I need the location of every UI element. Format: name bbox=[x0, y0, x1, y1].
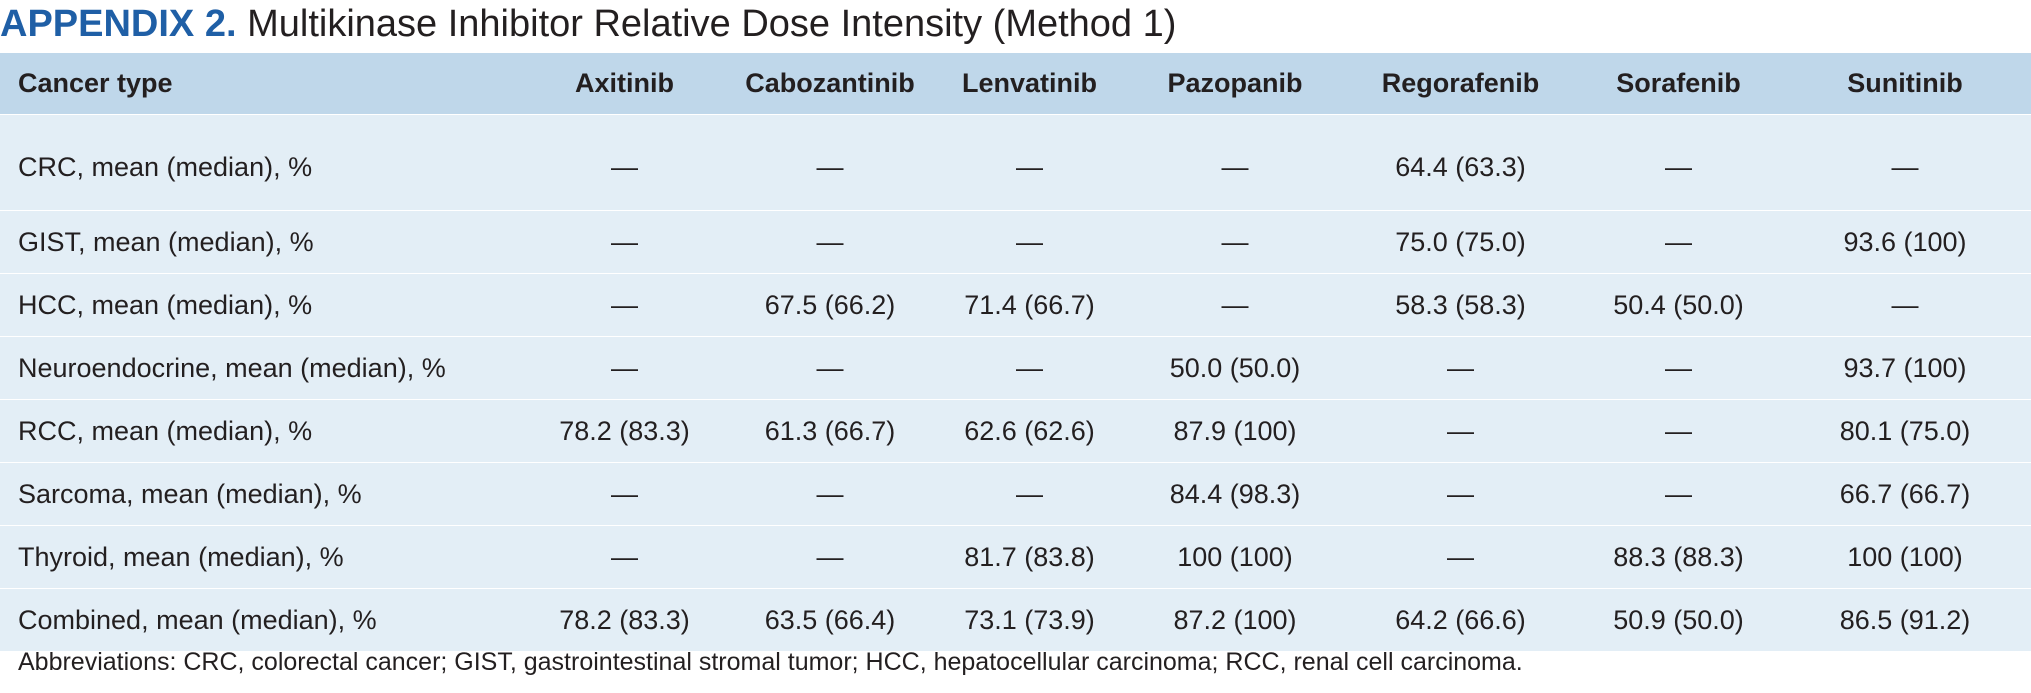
cell: — bbox=[1578, 399, 1779, 463]
cell: 63.5 (66.4) bbox=[728, 588, 932, 652]
cell: — bbox=[1343, 462, 1578, 526]
col-header-cabozantinib: Cabozantinib bbox=[728, 53, 932, 115]
col-header-cancer-type: Cancer type bbox=[0, 53, 521, 115]
title-text: Multikinase Inhibitor Relative Dose Inte… bbox=[247, 3, 1177, 45]
cell: 87.2 (100) bbox=[1127, 588, 1343, 652]
cell: 62.6 (62.6) bbox=[932, 399, 1127, 463]
cell: — bbox=[521, 336, 728, 400]
cell: 66.7 (66.7) bbox=[1779, 462, 2031, 526]
abbreviations-footnote: Abbreviations: CRC, colorectal cancer; G… bbox=[18, 648, 1523, 676]
col-header-sorafenib: Sorafenib bbox=[1578, 53, 1779, 115]
table-row: Thyroid, mean (median), % — — 81.7 (83.8… bbox=[0, 525, 2031, 589]
cell: — bbox=[1578, 210, 1779, 274]
cell: 100 (100) bbox=[1127, 525, 1343, 589]
row-label: GIST, mean (median), % bbox=[0, 210, 521, 274]
cell: — bbox=[1343, 525, 1578, 589]
table-row: GIST, mean (median), % — — — — 75.0 (75.… bbox=[0, 210, 2031, 274]
table-row: Sarcoma, mean (median), % — — — 84.4 (98… bbox=[0, 462, 2031, 526]
cell: 100 (100) bbox=[1779, 525, 2031, 589]
cell: — bbox=[932, 114, 1127, 211]
cell: 81.7 (83.8) bbox=[932, 525, 1127, 589]
col-header-regorafenib: Regorafenib bbox=[1343, 53, 1578, 115]
cell: — bbox=[728, 336, 932, 400]
cell: — bbox=[1779, 273, 2031, 337]
cell: 64.2 (66.6) bbox=[1343, 588, 1578, 652]
table-title: APPENDIX 2. Multikinase Inhibitor Relati… bbox=[0, 0, 2031, 50]
cell: 78.2 (83.3) bbox=[521, 399, 728, 463]
table-row: Combined, mean (median), % 78.2 (83.3) 6… bbox=[0, 588, 2031, 652]
cell: — bbox=[728, 210, 932, 274]
cell: — bbox=[1127, 210, 1343, 274]
row-label: HCC, mean (median), % bbox=[0, 273, 521, 337]
cell: — bbox=[1578, 336, 1779, 400]
cell: 87.9 (100) bbox=[1127, 399, 1343, 463]
cell: 75.0 (75.0) bbox=[1343, 210, 1578, 274]
cell: — bbox=[1343, 399, 1578, 463]
col-header-pazopanib: Pazopanib bbox=[1127, 53, 1343, 115]
appendix-label: APPENDIX 2. bbox=[0, 3, 237, 45]
row-label: Sarcoma, mean (median), % bbox=[0, 462, 521, 526]
cell: — bbox=[932, 336, 1127, 400]
cell: — bbox=[932, 462, 1127, 526]
cell: 88.3 (88.3) bbox=[1578, 525, 1779, 589]
cell: 86.5 (91.2) bbox=[1779, 588, 2031, 652]
cell: 61.3 (66.7) bbox=[728, 399, 932, 463]
cell: 67.5 (66.2) bbox=[728, 273, 932, 337]
row-label: CRC, mean (median), % bbox=[0, 114, 521, 211]
cell: 78.2 (83.3) bbox=[521, 588, 728, 652]
cell: — bbox=[1127, 114, 1343, 211]
cell: — bbox=[521, 114, 728, 211]
cell: 50.9 (50.0) bbox=[1578, 588, 1779, 652]
col-header-lenvatinib: Lenvatinib bbox=[932, 53, 1127, 115]
cell: — bbox=[728, 462, 932, 526]
row-label: Combined, mean (median), % bbox=[0, 588, 521, 652]
table-row: Neuroendocrine, mean (median), % — — — 5… bbox=[0, 336, 2031, 400]
table-row: CRC, mean (median), % — — — — 64.4 (63.3… bbox=[0, 114, 2031, 211]
cell: 93.7 (100) bbox=[1779, 336, 2031, 400]
header-row: Cancer type Axitinib Cabozantinib Lenvat… bbox=[0, 53, 2031, 115]
col-header-axitinib: Axitinib bbox=[521, 53, 728, 115]
cell: 93.6 (100) bbox=[1779, 210, 2031, 274]
cell: — bbox=[1578, 462, 1779, 526]
cell: — bbox=[728, 525, 932, 589]
cell: 50.0 (50.0) bbox=[1127, 336, 1343, 400]
cell: 84.4 (98.3) bbox=[1127, 462, 1343, 526]
col-header-sunitinib: Sunitinib bbox=[1779, 53, 2031, 115]
cell: — bbox=[521, 210, 728, 274]
cell: 80.1 (75.0) bbox=[1779, 399, 2031, 463]
cell: — bbox=[1127, 273, 1343, 337]
cell: 73.1 (73.9) bbox=[932, 588, 1127, 652]
cell: — bbox=[1578, 114, 1779, 211]
cell: — bbox=[932, 210, 1127, 274]
cell: 64.4 (63.3) bbox=[1343, 114, 1578, 211]
cell: — bbox=[728, 114, 932, 211]
cell: — bbox=[521, 462, 728, 526]
cell: — bbox=[1779, 114, 2031, 211]
row-label: RCC, mean (median), % bbox=[0, 399, 521, 463]
cell: — bbox=[1343, 336, 1578, 400]
cell: — bbox=[521, 273, 728, 337]
table-row: HCC, mean (median), % — 67.5 (66.2) 71.4… bbox=[0, 273, 2031, 337]
row-label: Neuroendocrine, mean (median), % bbox=[0, 336, 521, 400]
cell: — bbox=[521, 525, 728, 589]
dose-intensity-table: Cancer type Axitinib Cabozantinib Lenvat… bbox=[0, 53, 2031, 652]
cell: 50.4 (50.0) bbox=[1578, 273, 1779, 337]
cell: 58.3 (58.3) bbox=[1343, 273, 1578, 337]
cell: 71.4 (66.7) bbox=[932, 273, 1127, 337]
table-row: RCC, mean (median), % 78.2 (83.3) 61.3 (… bbox=[0, 399, 2031, 463]
row-label: Thyroid, mean (median), % bbox=[0, 525, 521, 589]
